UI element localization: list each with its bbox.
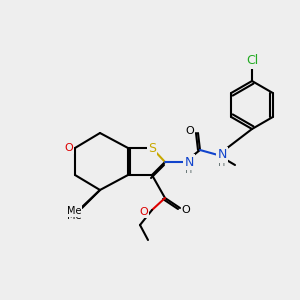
Text: O: O [140, 207, 148, 217]
Text: Me: Me [67, 206, 81, 216]
Text: Cl: Cl [246, 55, 258, 68]
Text: O: O [186, 126, 194, 136]
Text: O: O [182, 205, 190, 215]
Text: H: H [185, 165, 193, 175]
Text: S: S [148, 142, 156, 154]
Text: N: N [217, 148, 227, 161]
Text: N: N [184, 155, 194, 169]
Text: O: O [64, 143, 74, 153]
Text: H: H [218, 158, 226, 168]
Text: Me: Me [67, 211, 81, 221]
